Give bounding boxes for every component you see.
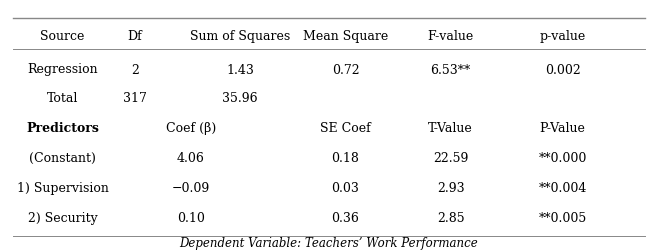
- Text: 2.85: 2.85: [437, 212, 465, 225]
- Text: Regression: Regression: [27, 64, 98, 76]
- Text: Predictors: Predictors: [26, 122, 99, 135]
- Text: Dependent Variable: Teachers’ Work Performance: Dependent Variable: Teachers’ Work Perfo…: [180, 237, 478, 250]
- Text: 0.10: 0.10: [177, 212, 205, 225]
- Text: 0.03: 0.03: [332, 182, 359, 195]
- Text: F-value: F-value: [428, 30, 474, 43]
- Text: 22.59: 22.59: [433, 152, 468, 165]
- Text: 1) Supervision: 1) Supervision: [16, 182, 109, 195]
- Text: 2: 2: [131, 64, 139, 76]
- Text: **0.004: **0.004: [538, 182, 587, 195]
- Text: 0.18: 0.18: [332, 152, 359, 165]
- Text: 0.72: 0.72: [332, 64, 359, 76]
- Text: 35.96: 35.96: [222, 92, 258, 105]
- Text: 0.002: 0.002: [545, 64, 580, 76]
- Text: 2.93: 2.93: [437, 182, 465, 195]
- Text: Sum of Squares: Sum of Squares: [190, 30, 290, 43]
- Text: Df: Df: [128, 30, 142, 43]
- Text: 4.06: 4.06: [177, 152, 205, 165]
- Text: 1.43: 1.43: [226, 64, 254, 76]
- Text: 317: 317: [123, 92, 147, 105]
- Text: **0.005: **0.005: [538, 212, 587, 225]
- Text: (Constant): (Constant): [29, 152, 96, 165]
- Text: Coef (β): Coef (β): [166, 122, 216, 135]
- Text: Total: Total: [47, 92, 78, 105]
- Text: p-value: p-value: [540, 30, 586, 43]
- Text: 0.36: 0.36: [332, 212, 359, 225]
- Text: SE Coef: SE Coef: [320, 122, 371, 135]
- Text: Mean Square: Mean Square: [303, 30, 388, 43]
- Text: T-Value: T-Value: [428, 122, 473, 135]
- Text: P-Value: P-Value: [540, 122, 586, 135]
- Text: 6.53**: 6.53**: [430, 64, 471, 76]
- Text: Source: Source: [40, 30, 85, 43]
- Text: **0.000: **0.000: [538, 152, 587, 165]
- Text: −0.09: −0.09: [172, 182, 210, 195]
- Text: 2) Security: 2) Security: [28, 212, 97, 225]
